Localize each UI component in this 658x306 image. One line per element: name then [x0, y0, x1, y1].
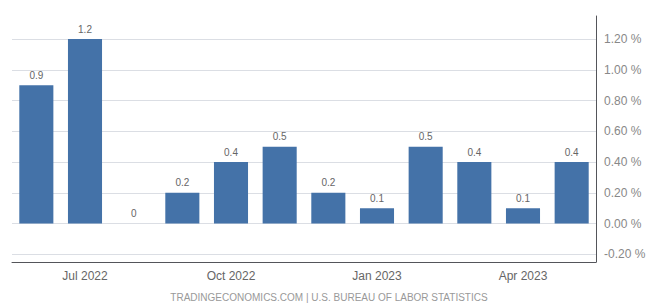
svg-text:0.4: 0.4 — [224, 147, 238, 158]
svg-text:0: 0 — [131, 208, 137, 219]
svg-text:0.2: 0.2 — [175, 177, 189, 188]
svg-text:1.00 %: 1.00 % — [604, 63, 642, 77]
svg-text:0.20 %: 0.20 % — [604, 186, 642, 200]
svg-text:1.20 %: 1.20 % — [604, 32, 642, 46]
svg-text:0.40 %: 0.40 % — [604, 155, 642, 169]
svg-text:0.9: 0.9 — [29, 70, 43, 81]
svg-text:0.4: 0.4 — [467, 147, 481, 158]
svg-text:TRADINGECONOMICS.COM | U.S. BU: TRADINGECONOMICS.COM | U.S. BUREAU OF LA… — [170, 292, 488, 303]
svg-text:0.1: 0.1 — [516, 193, 530, 204]
svg-text:0.2: 0.2 — [321, 177, 335, 188]
svg-text:Jan 2023: Jan 2023 — [352, 269, 402, 283]
svg-text:0.5: 0.5 — [419, 131, 433, 142]
svg-text:0.80 %: 0.80 % — [604, 94, 642, 108]
svg-text:0.4: 0.4 — [565, 147, 579, 158]
svg-text:Oct 2022: Oct 2022 — [207, 269, 256, 283]
svg-text:0.1: 0.1 — [370, 193, 384, 204]
svg-text:1.2: 1.2 — [78, 24, 92, 35]
svg-text:Jul 2022: Jul 2022 — [62, 269, 108, 283]
svg-text:0.5: 0.5 — [273, 131, 287, 142]
svg-text:Apr 2023: Apr 2023 — [499, 269, 548, 283]
svg-text:0.00 %: 0.00 % — [604, 217, 642, 231]
svg-text:0.60 %: 0.60 % — [604, 124, 642, 138]
svg-text:-0.20 %: -0.20 % — [604, 247, 646, 261]
